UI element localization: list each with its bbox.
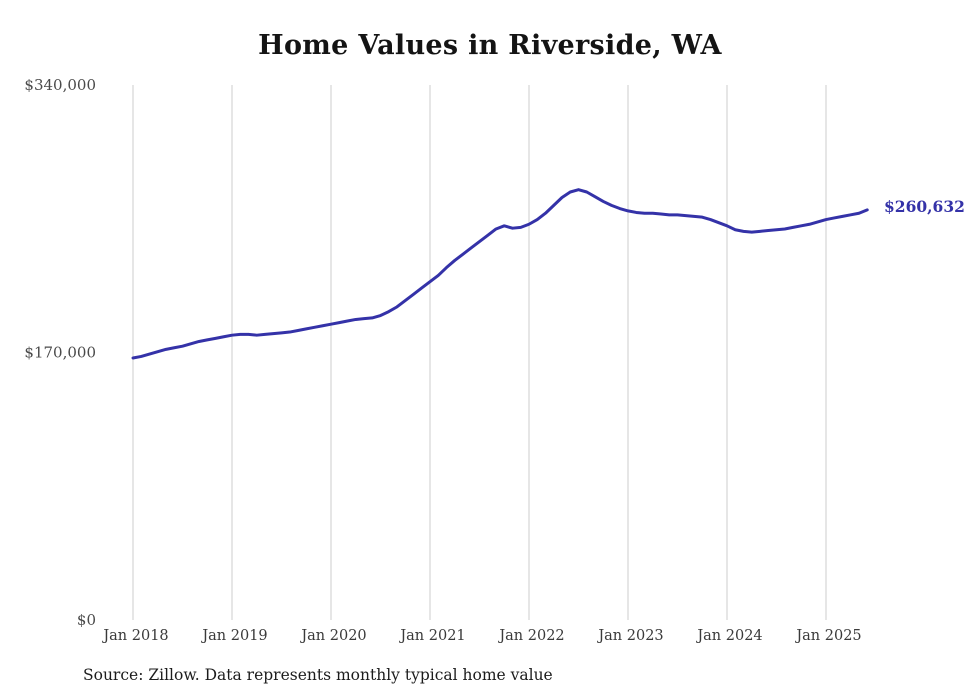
- y-axis-tick-label: $0: [77, 611, 96, 629]
- x-axis-tick-label: Jan 2024: [695, 628, 762, 644]
- home-value-line: [131, 188, 869, 360]
- x-axis-tick-label: Jan 2021: [398, 628, 465, 644]
- current-value-label: $260,632: [884, 197, 965, 216]
- x-axis-tick-label: Jan 2023: [596, 628, 663, 644]
- source-note: Source: Zillow. Data represents monthly …: [83, 666, 553, 684]
- x-axis-tick-label: Jan 2019: [200, 628, 267, 644]
- x-axis-tick-label: Jan 2022: [497, 628, 564, 644]
- y-axis-tick-label: $170,000: [24, 344, 96, 362]
- chart-title: Home Values in Riverside, WA: [258, 30, 722, 61]
- x-axis-tick-label: Jan 2025: [794, 628, 861, 644]
- x-axis-tick-label: Jan 2018: [101, 628, 168, 644]
- y-axis-tick-label: $340,000: [24, 76, 96, 94]
- x-axis-tick-label: Jan 2020: [299, 628, 366, 644]
